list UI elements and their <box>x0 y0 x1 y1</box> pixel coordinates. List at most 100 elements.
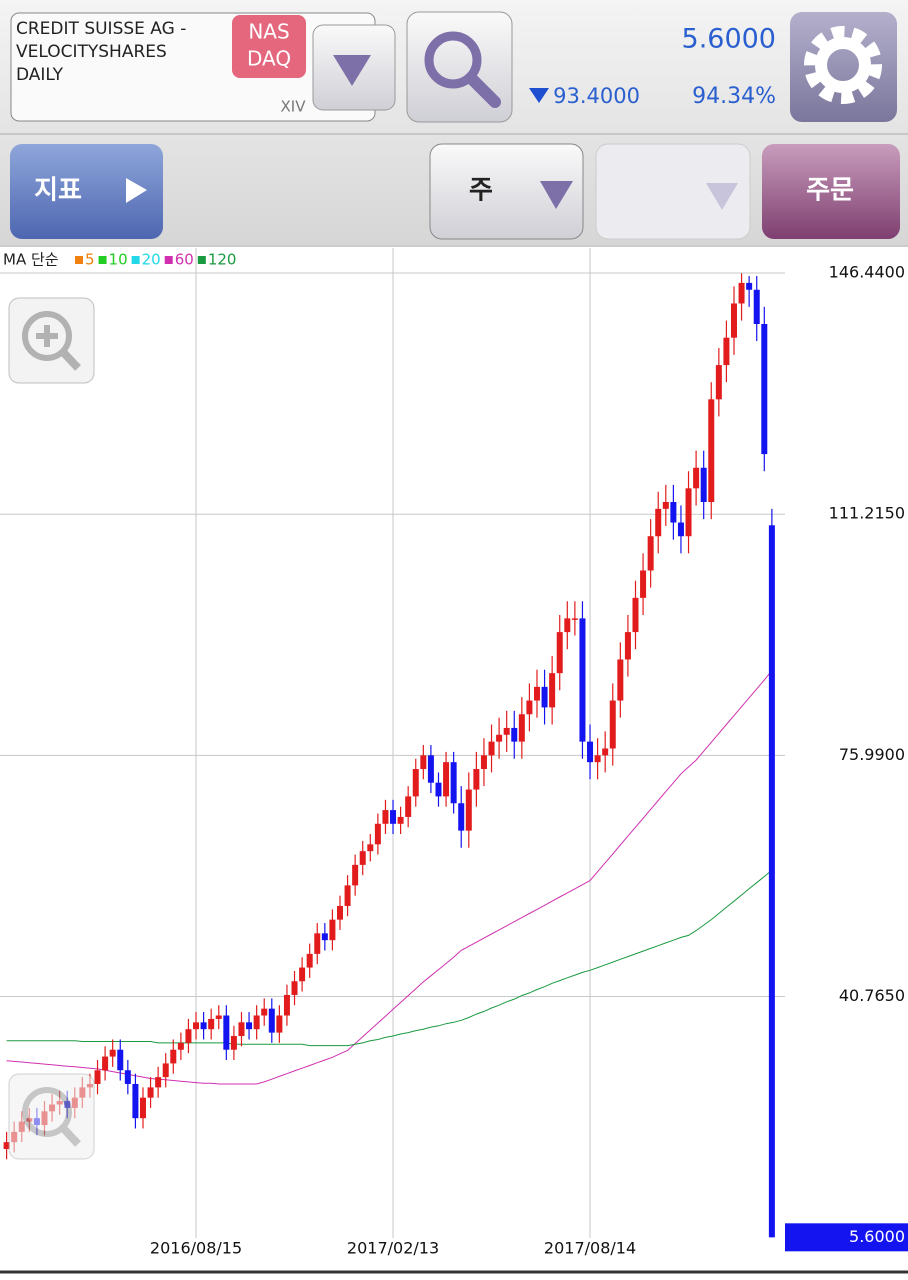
legend-label: 5 <box>85 251 95 269</box>
candle-body <box>359 851 366 865</box>
legend-label: 20 <box>142 251 161 269</box>
order-button[interactable] <box>762 144 900 239</box>
zoom-in-button[interactable] <box>8 297 95 384</box>
candle-body <box>299 967 306 982</box>
exchange-badge <box>232 15 306 78</box>
dropdown-arrow <box>540 181 573 209</box>
ticker: XIV <box>281 98 307 116</box>
candle-body <box>306 953 313 968</box>
candle-body <box>594 755 601 763</box>
candle-body <box>443 762 450 797</box>
candle-body <box>132 1083 139 1119</box>
x-tick-label: 2017/08/14 <box>544 1239 636 1258</box>
legend: 5 10 20 60 120 <box>75 251 236 269</box>
symbol-name: DAILY <box>16 65 64 85</box>
period-label: 주 <box>469 176 493 206</box>
x-tick-label: 2016/08/15 <box>150 1239 242 1258</box>
candle-body <box>147 1087 154 1098</box>
candle-body <box>662 502 669 509</box>
candle-body <box>768 525 775 1238</box>
zoom-box <box>8 297 95 384</box>
candle-body <box>215 1015 222 1019</box>
down-arrow <box>529 88 549 103</box>
indicator-button[interactable] <box>10 144 163 239</box>
candle-body <box>185 1029 192 1043</box>
exchange: DAQ <box>247 47 291 71</box>
candle-body <box>352 864 359 886</box>
candle-body <box>609 700 616 749</box>
change-percent: 94.34% <box>692 84 776 109</box>
candle-body <box>223 1015 230 1050</box>
legend-swatch <box>98 256 107 264</box>
candle-body <box>344 885 351 906</box>
candle-body <box>177 1042 184 1050</box>
candle-body <box>677 522 684 537</box>
play-arrow <box>126 178 147 203</box>
candle-body <box>496 734 503 742</box>
candle-body <box>685 488 692 537</box>
legend-label: 10 <box>109 251 128 269</box>
zoom-icon <box>22 311 72 361</box>
legend-swatch <box>131 256 140 264</box>
ma-line <box>6 869 773 1047</box>
legend-swatch <box>164 256 173 264</box>
candle-body <box>283 994 290 1016</box>
symbol-name: VELOCITYSHARES <box>16 42 167 62</box>
legend-title: MA 단순 <box>3 251 59 269</box>
change: 93.4000 <box>553 84 640 108</box>
candle-body <box>427 755 434 783</box>
candle-body <box>640 570 647 598</box>
candle-body <box>587 741 594 763</box>
candle-body <box>533 686 540 701</box>
candle-body <box>761 323 768 455</box>
candle-body <box>753 289 760 324</box>
candle-body <box>314 933 321 954</box>
y-tick-label: 75.9900 <box>839 745 905 764</box>
candle-body <box>3 1142 10 1149</box>
candle-body <box>367 844 374 852</box>
candle-body <box>268 1008 275 1033</box>
ma-line <box>6 670 773 1085</box>
candle-body <box>412 769 419 797</box>
candle-body <box>632 597 639 633</box>
candle-body <box>480 755 487 770</box>
price-tag-label: 5.6000 <box>849 1227 905 1246</box>
candle-body <box>253 1015 260 1030</box>
order-label: 주문 <box>806 176 854 206</box>
zoom-icon <box>22 1087 72 1137</box>
zoom-out-button[interactable] <box>8 1073 95 1160</box>
candle-body <box>382 810 389 824</box>
candle-body <box>238 1022 245 1037</box>
candle-body <box>329 919 336 941</box>
period-dropdown[interactable] <box>429 143 584 240</box>
candle-body <box>94 1070 101 1084</box>
candle-body <box>473 769 480 790</box>
candle-body <box>617 659 624 701</box>
candle-body <box>602 748 609 756</box>
exchange: NAS <box>248 20 289 44</box>
candle-body <box>556 632 563 674</box>
symbol-name: CREDIT SUISSE AG - <box>16 19 186 39</box>
candle-body <box>246 1022 253 1030</box>
candle-body <box>276 1015 283 1033</box>
candle-body <box>579 618 586 742</box>
chart: 146.4400 111.2150 75.9900 40.7650 2016/08/15… <box>0 248 908 1258</box>
candle-body <box>321 933 328 941</box>
candle-body <box>693 467 700 489</box>
candle-body <box>435 782 442 797</box>
candle-body <box>420 755 427 770</box>
gear-icon <box>804 26 882 104</box>
legend-label: 120 <box>208 251 237 269</box>
candle-body <box>397 816 404 824</box>
price-tag <box>785 1223 908 1252</box>
dropdown-arrow <box>333 55 371 86</box>
legend-swatch <box>197 256 206 264</box>
price: 5.6000 <box>682 24 776 55</box>
y-tick-label: 111.2150 <box>829 504 905 523</box>
legend-label: 60 <box>175 251 194 269</box>
candle-body <box>730 303 737 338</box>
empty-dropdown[interactable] <box>595 143 751 240</box>
candle-body <box>291 981 298 995</box>
